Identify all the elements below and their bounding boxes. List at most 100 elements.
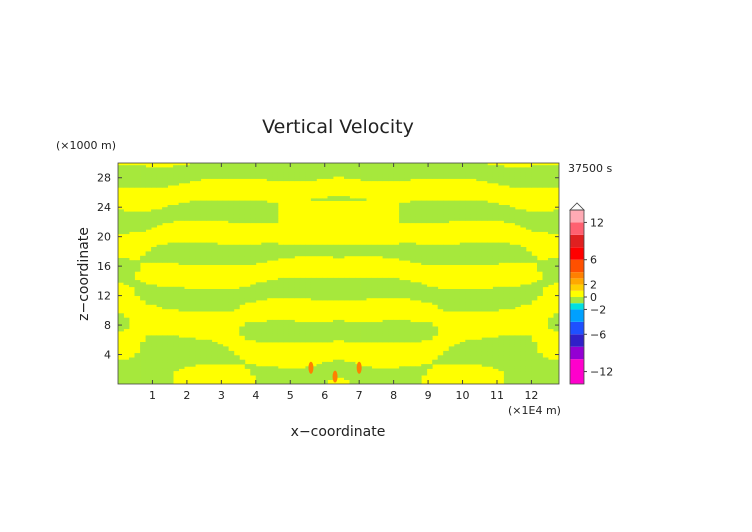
field-cell bbox=[531, 169, 538, 173]
field-cell bbox=[255, 293, 262, 296]
field-cell bbox=[382, 381, 389, 384]
field-cell bbox=[244, 200, 251, 204]
field-cell bbox=[404, 322, 411, 325]
field-cell bbox=[333, 361, 339, 365]
field-cell bbox=[178, 167, 185, 170]
field-cell bbox=[173, 344, 179, 347]
field-cell bbox=[410, 324, 417, 327]
field-cell bbox=[327, 361, 334, 365]
field-cell bbox=[233, 300, 240, 303]
field-cell bbox=[426, 326, 433, 330]
field-cell bbox=[310, 368, 317, 372]
field-cell bbox=[476, 209, 483, 212]
field-cell bbox=[272, 322, 279, 325]
field-cell bbox=[421, 284, 428, 288]
field-cell bbox=[151, 293, 157, 296]
field-cell bbox=[509, 180, 516, 184]
field-cell bbox=[217, 209, 224, 212]
field-cell bbox=[250, 244, 257, 248]
field-cell bbox=[244, 249, 251, 252]
field-cell bbox=[344, 331, 350, 334]
field-cell bbox=[377, 381, 383, 384]
field-cell bbox=[184, 339, 190, 343]
field-cell bbox=[537, 178, 543, 182]
field-cell bbox=[145, 375, 152, 378]
field-cell bbox=[310, 167, 317, 170]
field-cell bbox=[548, 273, 554, 277]
field-cell bbox=[393, 249, 400, 252]
field-cell bbox=[465, 295, 472, 299]
field-cell bbox=[344, 372, 350, 376]
field-cell bbox=[228, 260, 235, 263]
field-cell bbox=[211, 176, 218, 179]
colorbar-level bbox=[570, 297, 584, 304]
field-cell bbox=[520, 361, 527, 365]
x-tick-label: 3 bbox=[218, 389, 225, 402]
field-cell bbox=[118, 167, 124, 170]
field-cell bbox=[514, 372, 521, 376]
field-cell bbox=[448, 244, 455, 248]
field-cell bbox=[470, 295, 477, 299]
field-cell bbox=[277, 286, 284, 290]
field-cell bbox=[211, 216, 218, 219]
field-cell bbox=[288, 284, 295, 288]
field-cell bbox=[272, 286, 279, 290]
field-cell bbox=[134, 377, 141, 380]
field-cell bbox=[310, 337, 317, 341]
field-cell bbox=[134, 293, 141, 296]
field-cell bbox=[200, 251, 207, 254]
field-cell bbox=[437, 289, 444, 292]
field-cell bbox=[399, 216, 405, 219]
field-cell bbox=[454, 200, 461, 204]
field-cell bbox=[162, 381, 168, 384]
field-cell bbox=[404, 176, 411, 179]
field-cell bbox=[211, 207, 218, 210]
field-cell bbox=[305, 163, 312, 166]
field-cell bbox=[206, 350, 213, 354]
field-cell bbox=[537, 213, 543, 217]
field-cell bbox=[338, 289, 345, 292]
field-cell bbox=[206, 262, 213, 265]
field-cell bbox=[305, 284, 312, 288]
field-cell bbox=[162, 344, 168, 347]
field-cell bbox=[531, 342, 538, 345]
field-cell bbox=[123, 165, 130, 168]
field-cell bbox=[481, 165, 488, 168]
field-cell bbox=[250, 253, 257, 257]
field-cell bbox=[173, 289, 179, 292]
field-cell bbox=[448, 205, 455, 208]
field-cell bbox=[206, 300, 213, 303]
field-cell bbox=[322, 326, 328, 330]
field-cell bbox=[553, 370, 559, 374]
field-cell bbox=[487, 306, 494, 310]
field-cell bbox=[492, 348, 499, 352]
field-cell bbox=[487, 247, 494, 250]
field-cell bbox=[537, 286, 543, 290]
field-cell bbox=[476, 200, 483, 204]
field-cell bbox=[151, 284, 157, 288]
field-cell bbox=[377, 324, 383, 327]
field-cell bbox=[525, 289, 532, 292]
field-cell bbox=[233, 213, 240, 217]
field-cell bbox=[310, 293, 317, 296]
field-cell bbox=[333, 249, 339, 252]
field-cell bbox=[123, 273, 130, 277]
field-cell bbox=[355, 377, 361, 380]
field-cell bbox=[178, 169, 185, 173]
field-cell bbox=[481, 342, 488, 345]
field-cell bbox=[200, 361, 207, 365]
field-cell bbox=[173, 337, 179, 341]
field-cell bbox=[316, 372, 323, 376]
field-cell bbox=[118, 377, 124, 380]
field-peak-0 bbox=[308, 361, 314, 374]
field-cell bbox=[151, 342, 157, 345]
field-cell bbox=[465, 216, 472, 219]
field-cell bbox=[542, 213, 549, 217]
x-tick-label: 7 bbox=[356, 389, 363, 402]
field-cell bbox=[509, 306, 516, 310]
field-cell bbox=[382, 176, 389, 179]
field-cell bbox=[206, 249, 213, 252]
field-cell bbox=[404, 218, 411, 221]
field-cell bbox=[288, 333, 295, 336]
field-cell bbox=[283, 277, 290, 281]
